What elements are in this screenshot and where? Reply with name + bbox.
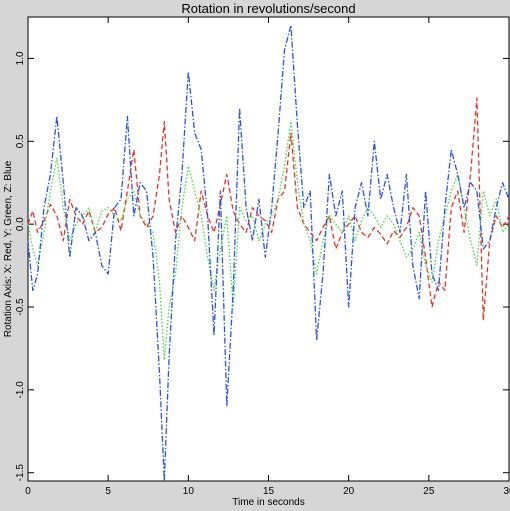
x-axis-label: Time in seconds	[232, 497, 304, 508]
y-tick-label: -0.5	[15, 298, 26, 316]
x-tick-label: 5	[105, 486, 111, 497]
x-tick-label: 25	[423, 486, 435, 497]
x-tick-label: 15	[263, 486, 275, 497]
x-tick-label: 20	[343, 486, 355, 497]
x-tick-label: 0	[25, 486, 31, 497]
series-line-2	[27, 120, 510, 361]
y-tick-label: 1.0	[15, 51, 26, 65]
series-line-1	[27, 97, 510, 321]
chart-title: Rotation in revolutions/second	[181, 1, 355, 16]
series-line-3	[27, 24, 510, 482]
y-tick-label: 0.0	[15, 217, 26, 231]
x-tick-label: 10	[183, 486, 195, 497]
series-lines	[27, 24, 510, 482]
axis-ticks: 0 5 10 15 20 25 30 -1.5 -1.0 -0.5 0.0 0.5 1.0	[15, 17, 510, 497]
y-tick-label: -1.0	[15, 381, 26, 399]
y-axis-label: Rotation Axis: X: Red, Y: Green, Z: Blue	[3, 160, 14, 337]
y-tick-label: -1.5	[15, 464, 26, 482]
plot-area	[27, 16, 510, 482]
y-tick-label: 0.5	[15, 134, 26, 148]
x-tick-label: 30	[503, 486, 510, 497]
